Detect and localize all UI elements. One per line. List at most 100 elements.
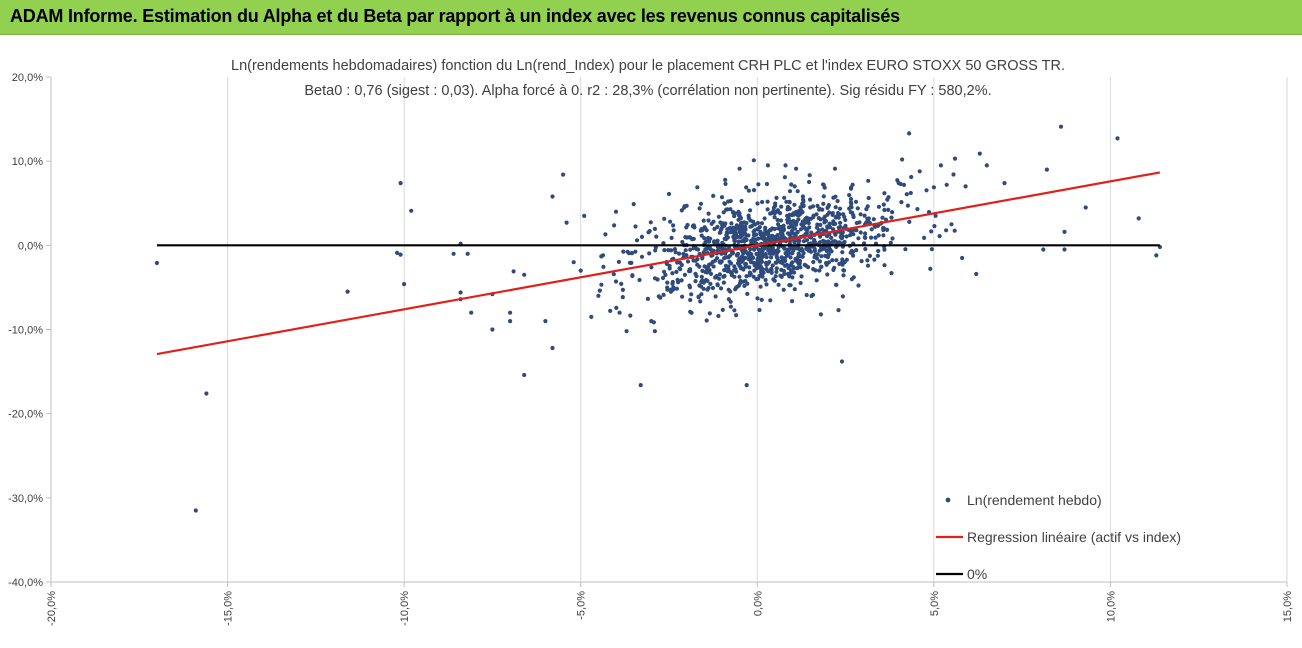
data-point — [791, 219, 797, 224]
data-point — [755, 227, 760, 232]
data-point — [832, 166, 838, 171]
data-point — [603, 232, 608, 237]
data-point — [827, 210, 832, 215]
data-point — [723, 181, 728, 186]
data-point — [790, 299, 795, 304]
data-point — [1058, 124, 1064, 129]
data-point — [928, 266, 933, 271]
data-point — [1083, 205, 1088, 210]
data-point — [764, 181, 770, 187]
data-point — [787, 247, 792, 252]
data-point — [791, 248, 796, 253]
data-point — [803, 227, 809, 232]
data-point — [937, 234, 942, 239]
data-point — [737, 274, 742, 279]
data-point — [796, 217, 801, 222]
data-point — [758, 263, 763, 269]
data-point — [835, 211, 841, 216]
data-point — [731, 225, 736, 230]
data-point — [748, 208, 753, 213]
data-point — [783, 258, 788, 263]
data-point — [831, 221, 836, 227]
data-point — [764, 267, 769, 272]
data-point — [815, 252, 820, 257]
data-point — [763, 227, 768, 233]
x-tick-label: -5,0% — [576, 591, 588, 620]
data-point — [817, 207, 822, 212]
data-point — [688, 247, 693, 252]
regression-line — [156, 171, 1161, 356]
data-point — [800, 194, 806, 199]
data-point — [796, 209, 801, 214]
data-point — [808, 197, 813, 202]
data-point — [633, 249, 638, 254]
data-point — [628, 313, 633, 318]
data-point — [740, 258, 746, 263]
data-point — [782, 195, 787, 200]
data-point — [718, 220, 723, 225]
data-point — [736, 217, 741, 222]
data-point — [984, 163, 989, 168]
data-point — [704, 318, 709, 323]
data-point — [757, 273, 762, 279]
tick-labels: -20,0% -15,0% -10,0% -5,0% 0,0% 5,0% 10,0% 15,0… — [8, 72, 1294, 626]
data-point — [680, 239, 685, 245]
data-point — [904, 192, 909, 197]
data-point — [780, 261, 785, 266]
data-point — [843, 217, 848, 223]
series-lines — [156, 171, 1161, 356]
data-point — [652, 226, 658, 231]
data-point — [917, 169, 922, 174]
data-point — [699, 279, 704, 284]
data-point — [608, 308, 613, 313]
data-point — [624, 329, 629, 334]
data-point — [747, 270, 753, 275]
data-point — [863, 246, 868, 252]
data-point — [763, 277, 768, 283]
data-point — [693, 258, 698, 263]
chart-subtitle: Beta0 : 0,76 (sigest : 0,03). Alpha forc… — [304, 83, 991, 99]
data-point — [866, 195, 871, 201]
data-point — [760, 199, 765, 205]
data-point — [724, 207, 729, 212]
data-point — [777, 211, 783, 216]
data-point — [833, 194, 838, 199]
data-point — [712, 226, 717, 231]
data-point — [830, 211, 835, 216]
data-point — [801, 199, 806, 204]
data-point — [758, 284, 763, 289]
data-point — [629, 260, 634, 265]
data-point — [727, 259, 732, 264]
data-point — [840, 230, 845, 235]
data-point — [649, 265, 654, 270]
data-point — [876, 248, 881, 254]
data-point — [792, 240, 797, 245]
data-point — [732, 236, 737, 241]
data-point — [754, 277, 759, 282]
x-tick-label: 10,0% — [1105, 591, 1117, 622]
data-point — [909, 174, 914, 180]
window-title-bar: ADAM Informe. Estimation du Alpha et du … — [0, 0, 1302, 35]
data-point — [840, 262, 845, 267]
data-point — [789, 182, 794, 187]
data-point — [746, 233, 751, 238]
data-point — [867, 253, 873, 258]
data-point — [726, 199, 731, 204]
data-point — [620, 295, 625, 300]
data-point — [742, 283, 747, 288]
data-point — [786, 231, 791, 236]
data-point — [723, 237, 729, 242]
data-point — [816, 216, 822, 221]
data-point — [765, 199, 770, 204]
data-point — [882, 247, 887, 252]
data-point — [829, 240, 835, 246]
data-point — [751, 255, 756, 260]
data-point — [395, 250, 400, 255]
data-point — [755, 296, 760, 301]
data-point — [697, 264, 702, 269]
data-point — [645, 296, 651, 301]
data-point — [929, 229, 934, 234]
data-point — [589, 314, 594, 319]
data-point — [742, 237, 747, 242]
data-point — [798, 247, 803, 252]
